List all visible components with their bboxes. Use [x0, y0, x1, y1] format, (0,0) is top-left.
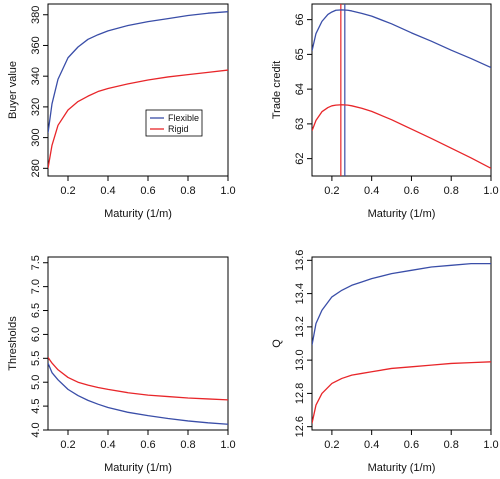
buyer-value-y-tick-label: 300 [30, 128, 42, 146]
q-y-tick-label: 12.6 [294, 416, 306, 437]
q-x-tick-label: 0.8 [444, 439, 459, 451]
buyer-value-y-tick-label: 360 [30, 36, 42, 54]
thresholds-y-tick-label: 7.0 [30, 279, 42, 294]
buyer-value-data-area [48, 11, 228, 169]
buyer-value-x-axis-title: Maturity (1/m) [104, 208, 172, 220]
buyer-value-y-axis-title: Buyer value [7, 61, 19, 119]
thresholds-series-rigid [48, 356, 228, 401]
buyer-value-x-tick-label: 0.2 [60, 185, 75, 197]
thresholds-x-tick-label: 0.4 [100, 439, 115, 451]
thresholds-plot-frame [47, 256, 229, 431]
trade-credit-y-tick-label: 62 [294, 153, 306, 165]
trade-credit-series-rigid [312, 104, 491, 169]
trade-credit-y-tick-label: 63 [294, 118, 306, 130]
thresholds-data-area [48, 356, 228, 425]
thresholds-y-axis-title: Thresholds [7, 316, 19, 371]
panel-thresholds: 0.2 0.4 0.6 0.8 1.0 4.0 4.5 5.0 5.5 6.0 6.5 7.0 7.5 M… [7, 255, 236, 474]
buyer-value-x-tick-label: 0.4 [100, 185, 115, 197]
buyer-value-x-tick-label: 0.6 [140, 185, 155, 197]
thresholds-y-tick-label: 5.5 [30, 351, 42, 366]
thresholds-x-axis-title: Maturity (1/m) [104, 462, 172, 474]
q-plot-frame [311, 256, 492, 431]
trade-credit-x-tick-label: 0.6 [404, 185, 419, 197]
trade-credit-plot-frame [311, 3, 492, 177]
q-x-tick-label: 0.4 [364, 439, 379, 451]
thresholds-y-tick-label: 6.0 [30, 327, 42, 342]
trade-credit-x-tick-label: 0.2 [324, 185, 339, 197]
thresholds-series-flexible [48, 362, 228, 425]
buyer-value-y-tick-label: 380 [30, 6, 42, 24]
thresholds-x-tick-label: 1.0 [220, 439, 235, 451]
trade-credit-y-axis-title: Trade credit [271, 61, 283, 119]
buyer-value-plot-frame [47, 3, 229, 177]
q-series-rigid [312, 361, 491, 424]
q-y-tick-label: 13.4 [294, 283, 306, 304]
trade-credit-y-tick-label: 66 [294, 14, 306, 26]
panel-buyer-value: 0.2 0.4 0.6 0.8 1.0 280 300 320 340 360 380 Maturit… [7, 3, 236, 220]
panel-trade-credit: 0.2 0.4 0.6 0.8 1.0 62 63 64 65 66 Maturity (1/m) T… [271, 3, 499, 220]
buyer-value-y-tick-label: 320 [30, 98, 42, 116]
buyer-value-series-flexible [48, 11, 228, 134]
buyer-value-series-rigid [48, 69, 228, 169]
thresholds-y-tick-label: 4.0 [30, 422, 42, 437]
q-x-axis-title: Maturity (1/m) [368, 462, 436, 474]
buyer-value-y-tick-label: 340 [30, 67, 42, 85]
legend-label-rigid: Rigid [168, 124, 189, 134]
q-data-area [312, 262, 491, 424]
q-y-tick-label: 13.6 [294, 250, 306, 271]
trade-credit-x-tick-label: 1.0 [483, 185, 498, 197]
thresholds-y-tick-label: 6.5 [30, 303, 42, 318]
buyer-value-x-tick-label: 0.8 [180, 185, 195, 197]
panel-q: 0.2 0.4 0.6 0.8 1.0 12.6 12.8 13.0 13.2 13.4 13.6 M… [271, 250, 499, 474]
q-y-tick-label: 13.2 [294, 316, 306, 337]
trade-credit-data-area [312, 4, 491, 176]
q-y-axis-title: Q [271, 339, 283, 348]
q-series-flexible [312, 262, 491, 346]
q-y-tick-label: 13.0 [294, 349, 306, 370]
thresholds-x-tick-label: 0.6 [140, 439, 155, 451]
trade-credit-x-axis-title: Maturity (1/m) [368, 208, 436, 220]
trade-credit-x-tick-label: 0.8 [444, 185, 459, 197]
legend-label-flexible: Flexible [168, 113, 199, 123]
buyer-value-x-tick-label: 1.0 [220, 185, 235, 197]
thresholds-x-tick-label: 0.2 [60, 439, 75, 451]
legend-box [145, 109, 203, 137]
q-x-tick-label: 0.2 [324, 439, 339, 451]
thresholds-y-tick-label: 7.5 [30, 255, 42, 270]
buyer-value-y-tick-label: 280 [30, 159, 42, 177]
thresholds-y-tick-label: 4.5 [30, 398, 42, 413]
trade-credit-x-tick-label: 0.4 [364, 185, 379, 197]
q-x-tick-label: 1.0 [483, 439, 498, 451]
thresholds-y-tick-label: 5.0 [30, 375, 42, 390]
thresholds-x-tick-label: 0.8 [180, 439, 195, 451]
q-x-tick-label: 0.6 [404, 439, 419, 451]
trade-credit-series-flexible [312, 9, 491, 69]
q-y-tick-label: 12.8 [294, 383, 306, 404]
trade-credit-y-tick-label: 65 [294, 48, 306, 60]
trade-credit-y-tick-label: 64 [294, 83, 306, 95]
